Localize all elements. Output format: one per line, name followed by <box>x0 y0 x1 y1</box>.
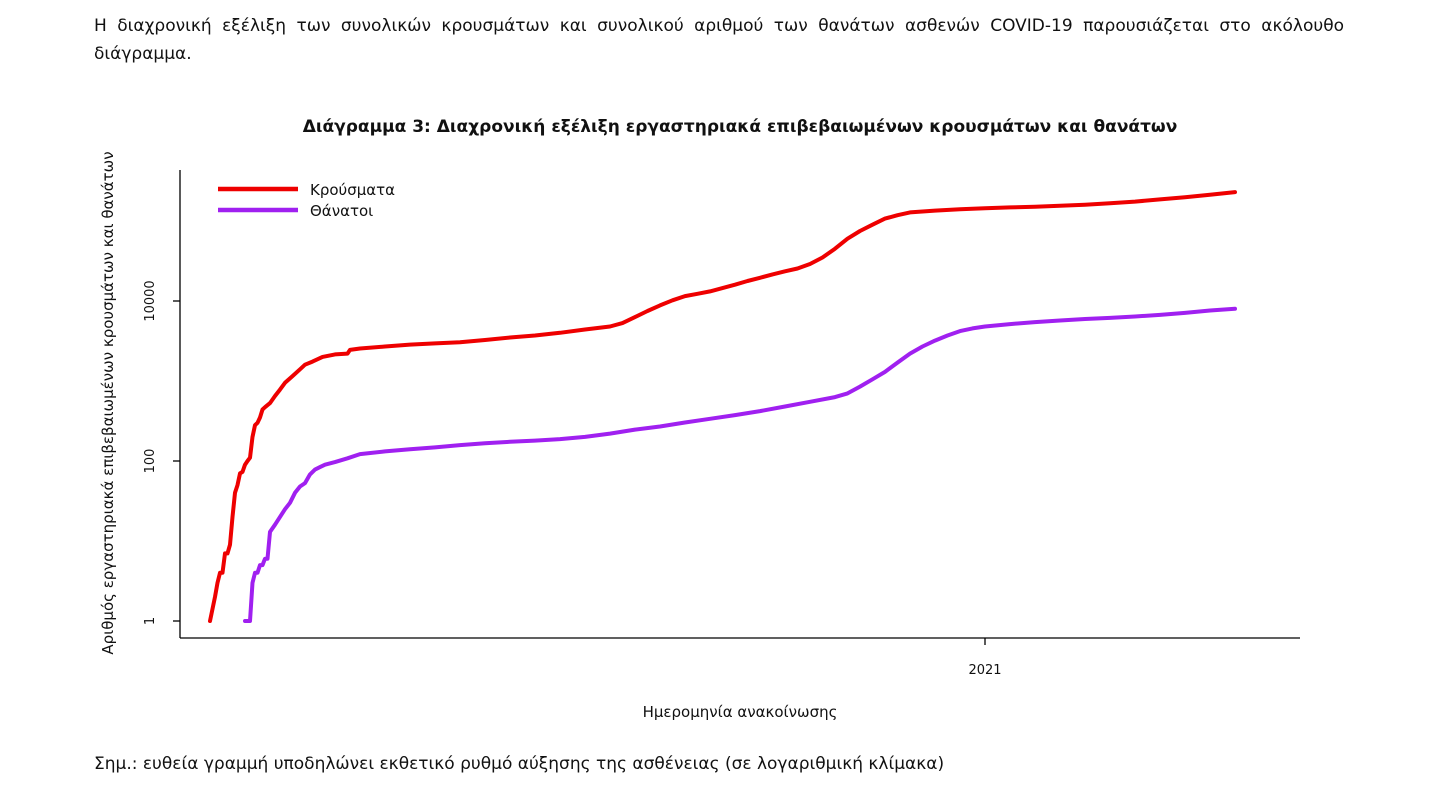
legend-label-cases: Κρούσματα <box>310 181 395 199</box>
intro-paragraph: Η διαχρονική εξέλιξη των συνολικών κρουσ… <box>94 16 1344 64</box>
y-axis-label: Αριθμός εργαστηριακά επιβεβαιωμένων κρου… <box>99 151 117 654</box>
legend: Κρούσματα Θάνατοι <box>218 181 395 220</box>
y-axis-ticks: 1 100 10000 <box>143 280 180 625</box>
x-tick-label: 2021 <box>968 663 1001 678</box>
series-lines <box>208 190 1237 623</box>
y-tick-label: 100 <box>143 449 158 474</box>
y-tick-label: 10000 <box>143 280 158 321</box>
y-tick-label: 1 <box>143 617 158 625</box>
x-axis-ticks: 2021 <box>968 638 1002 678</box>
footnote: Σημ.: ευθεία γραμμή υποδηλώνει εκθετικό … <box>94 754 945 774</box>
series-line-cases <box>208 190 1237 623</box>
chart-title: Διάγραμμα 3: Διαχρονική εξέλιξη εργαστηρ… <box>303 117 1178 137</box>
x-axis-label: Ημερομηνία ανακοίνωσης <box>643 703 838 721</box>
legend-label-deaths: Θάνατοι <box>310 202 373 220</box>
series-line-deaths <box>243 306 1237 623</box>
